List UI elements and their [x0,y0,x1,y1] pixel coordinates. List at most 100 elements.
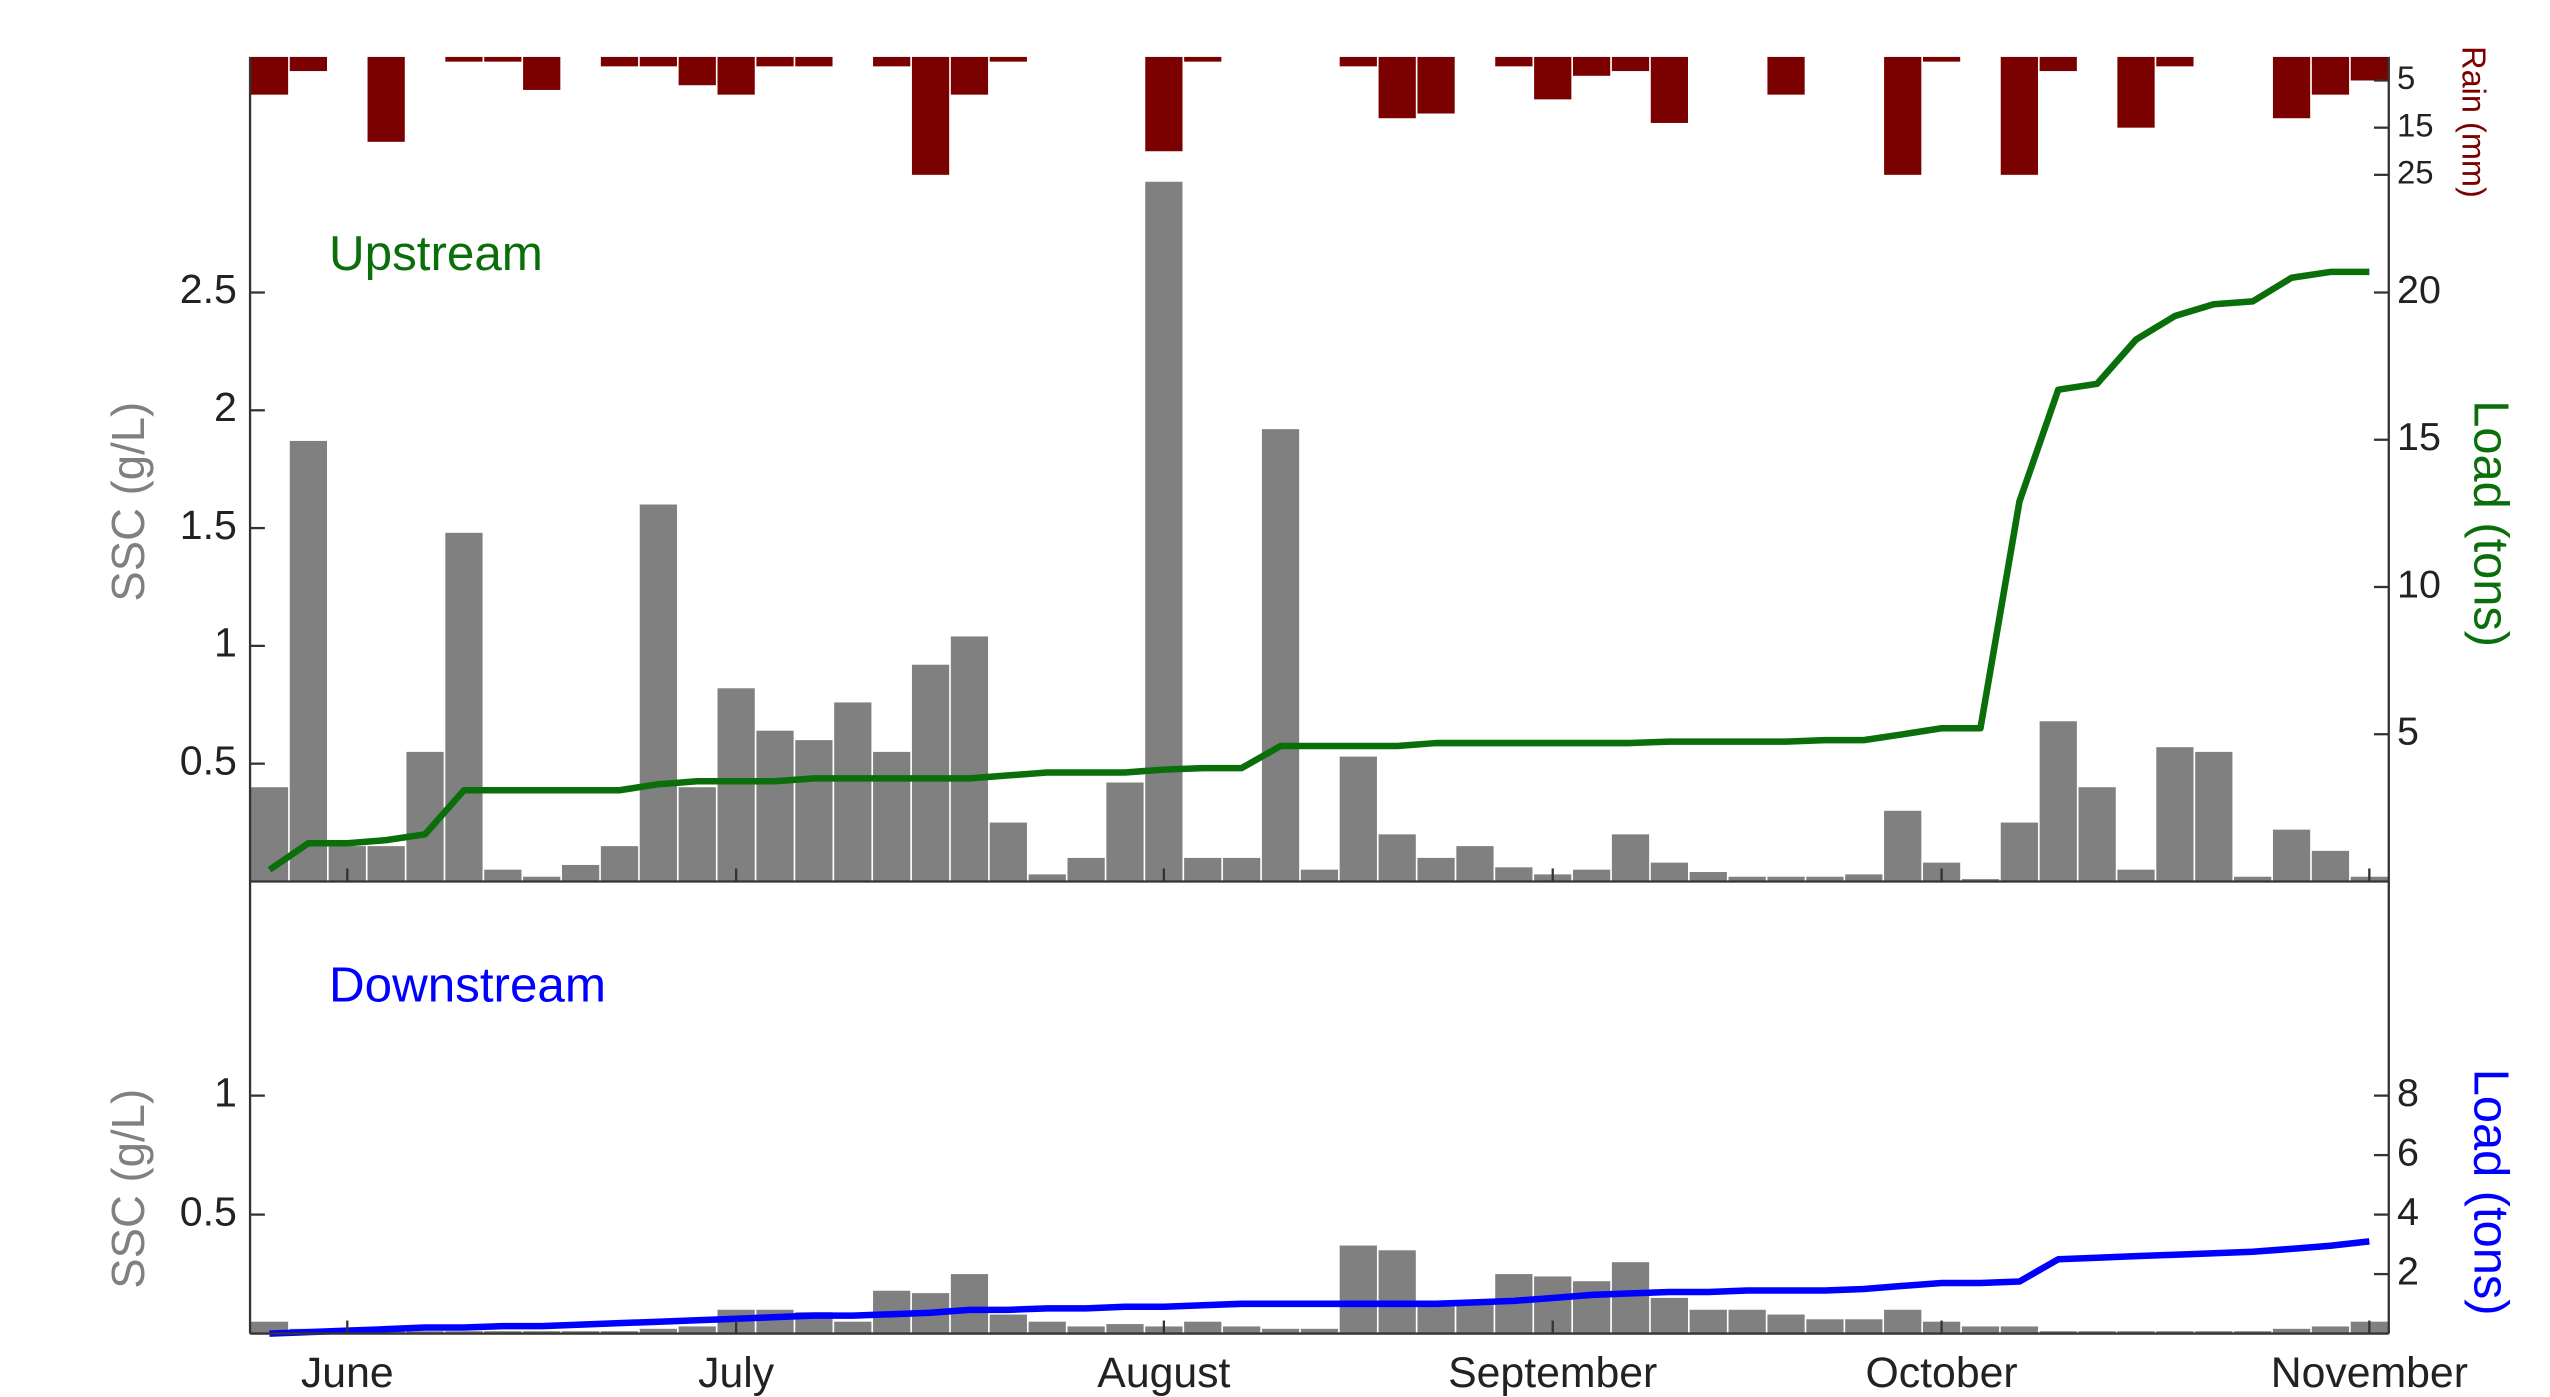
y-axis-label: SSC (g/L) [103,402,154,602]
ssc-bar [989,1314,1027,1334]
ssc-bar [289,440,328,882]
ssc-bar [2078,1331,2116,1334]
ssc-bar [2000,822,2038,882]
rain-bar [2350,56,2388,81]
rain-bar [2311,56,2350,95]
rain-bar [484,56,522,62]
rain-bar [1922,56,1961,62]
rain-bar [639,56,677,67]
y2-axis-label: Load (tons) [2463,1069,2517,1316]
ssc-bar [2039,1331,2077,1334]
rain-bar [756,56,794,67]
rain-bar [445,56,483,62]
rain-bar [1417,56,1455,114]
y2-tick-label: 6 [2397,1131,2419,1175]
ssc-bar [1456,1305,1494,1334]
y-tick-label: 0.5 [180,738,237,784]
y2-axis-label: Load (tons) [2463,400,2517,647]
load-line [267,268,2370,873]
ssc-bar [1961,1326,2000,1334]
rain-bar [523,56,561,90]
ssc-bar [1767,1314,1805,1334]
rain-bar [1767,56,1805,95]
x-tick-label: October [1866,1350,2018,1397]
ssc-bar [250,1321,289,1334]
ssc-bar [561,1331,600,1334]
ssc-bar [1028,1321,1066,1334]
ssc-bar [2000,1326,2038,1334]
rain-bar [1495,56,1533,67]
ssc-bar [1300,869,1339,882]
rain-bar [911,56,950,175]
panel-title: Downstream [329,959,606,1013]
rain-bar [289,56,328,72]
ssc-bar [1417,1305,1455,1334]
ssc-bar [1145,181,1183,882]
rain-bar [1650,56,1689,123]
ssc-bar [2234,1331,2272,1334]
ssc-bar [1611,834,1650,882]
rain-bar [2156,56,2194,67]
ssc-bar [1456,846,1494,882]
ssc-bar [2117,869,2155,882]
ssc-bar [250,787,289,882]
rain-bar [1339,56,1377,67]
ssc-bar [1728,1309,1766,1334]
ssc-bar [1067,857,1105,882]
x-tick-label: June [301,1350,394,1397]
x-tick-label: September [1448,1350,1657,1397]
load-line [269,1238,2370,1337]
y3-tick-label: 5 [2397,59,2415,96]
ssc-bar [639,504,677,882]
ssc-bar [1261,1328,1300,1334]
ssc-bar [2039,721,2077,882]
ssc-bar [2272,829,2311,882]
ssc-bar [1728,876,1766,882]
ssc-bar [1184,1321,1222,1334]
y-tick-label: 0.5 [180,1189,237,1235]
ssc-bar [2311,850,2350,882]
ssc-bar [1845,1319,1883,1334]
ssc-bar [406,1331,444,1334]
rain-bar [795,56,833,67]
ssc-bar [1961,879,2000,882]
y2-tick-label: 20 [2397,268,2441,312]
rain-bar [2039,56,2077,72]
rain-bar [1145,56,1183,152]
y-tick-label: 1 [214,1070,237,1116]
ssc-bar [2272,1328,2311,1334]
ssc-bar [2195,751,2233,882]
ssc-bar [1106,782,1144,882]
ssc-bar [523,1331,561,1334]
ssc-bar [950,1274,989,1334]
ssc-bar [1339,756,1377,882]
ssc-bar [2156,1331,2194,1334]
x-tick-label: November [2271,1350,2468,1397]
ssc-bar [1767,876,1805,882]
rain-bar [2000,56,2038,175]
ssc-bar [1884,1309,1922,1334]
ssc-bar [367,846,405,882]
ssc-bar [834,1321,872,1334]
rain-bar [1884,56,1922,175]
ssc-bar [1300,1328,1339,1334]
ssc-bar [600,1331,639,1334]
y2-tick-label: 15 [2397,415,2441,459]
ssc-bar [1650,862,1689,882]
ssc-bar [795,740,833,882]
rain-bar [250,56,289,95]
ssc-bar [1261,429,1300,882]
rain-bar [1611,56,1650,72]
ssc-bar [1223,857,1261,882]
ssc-bar [911,664,950,882]
ssc-bar [639,1328,677,1334]
ssc-bar [834,702,872,882]
ssc-bar [756,730,794,882]
ssc-bar [1650,1297,1689,1334]
y3-axis-label: Rain (mm) [2455,46,2492,198]
ssc-bar [445,532,483,882]
rain-bar [1184,56,1222,62]
ssc-bar [756,1309,794,1334]
ssc-bar [1689,1309,1727,1334]
